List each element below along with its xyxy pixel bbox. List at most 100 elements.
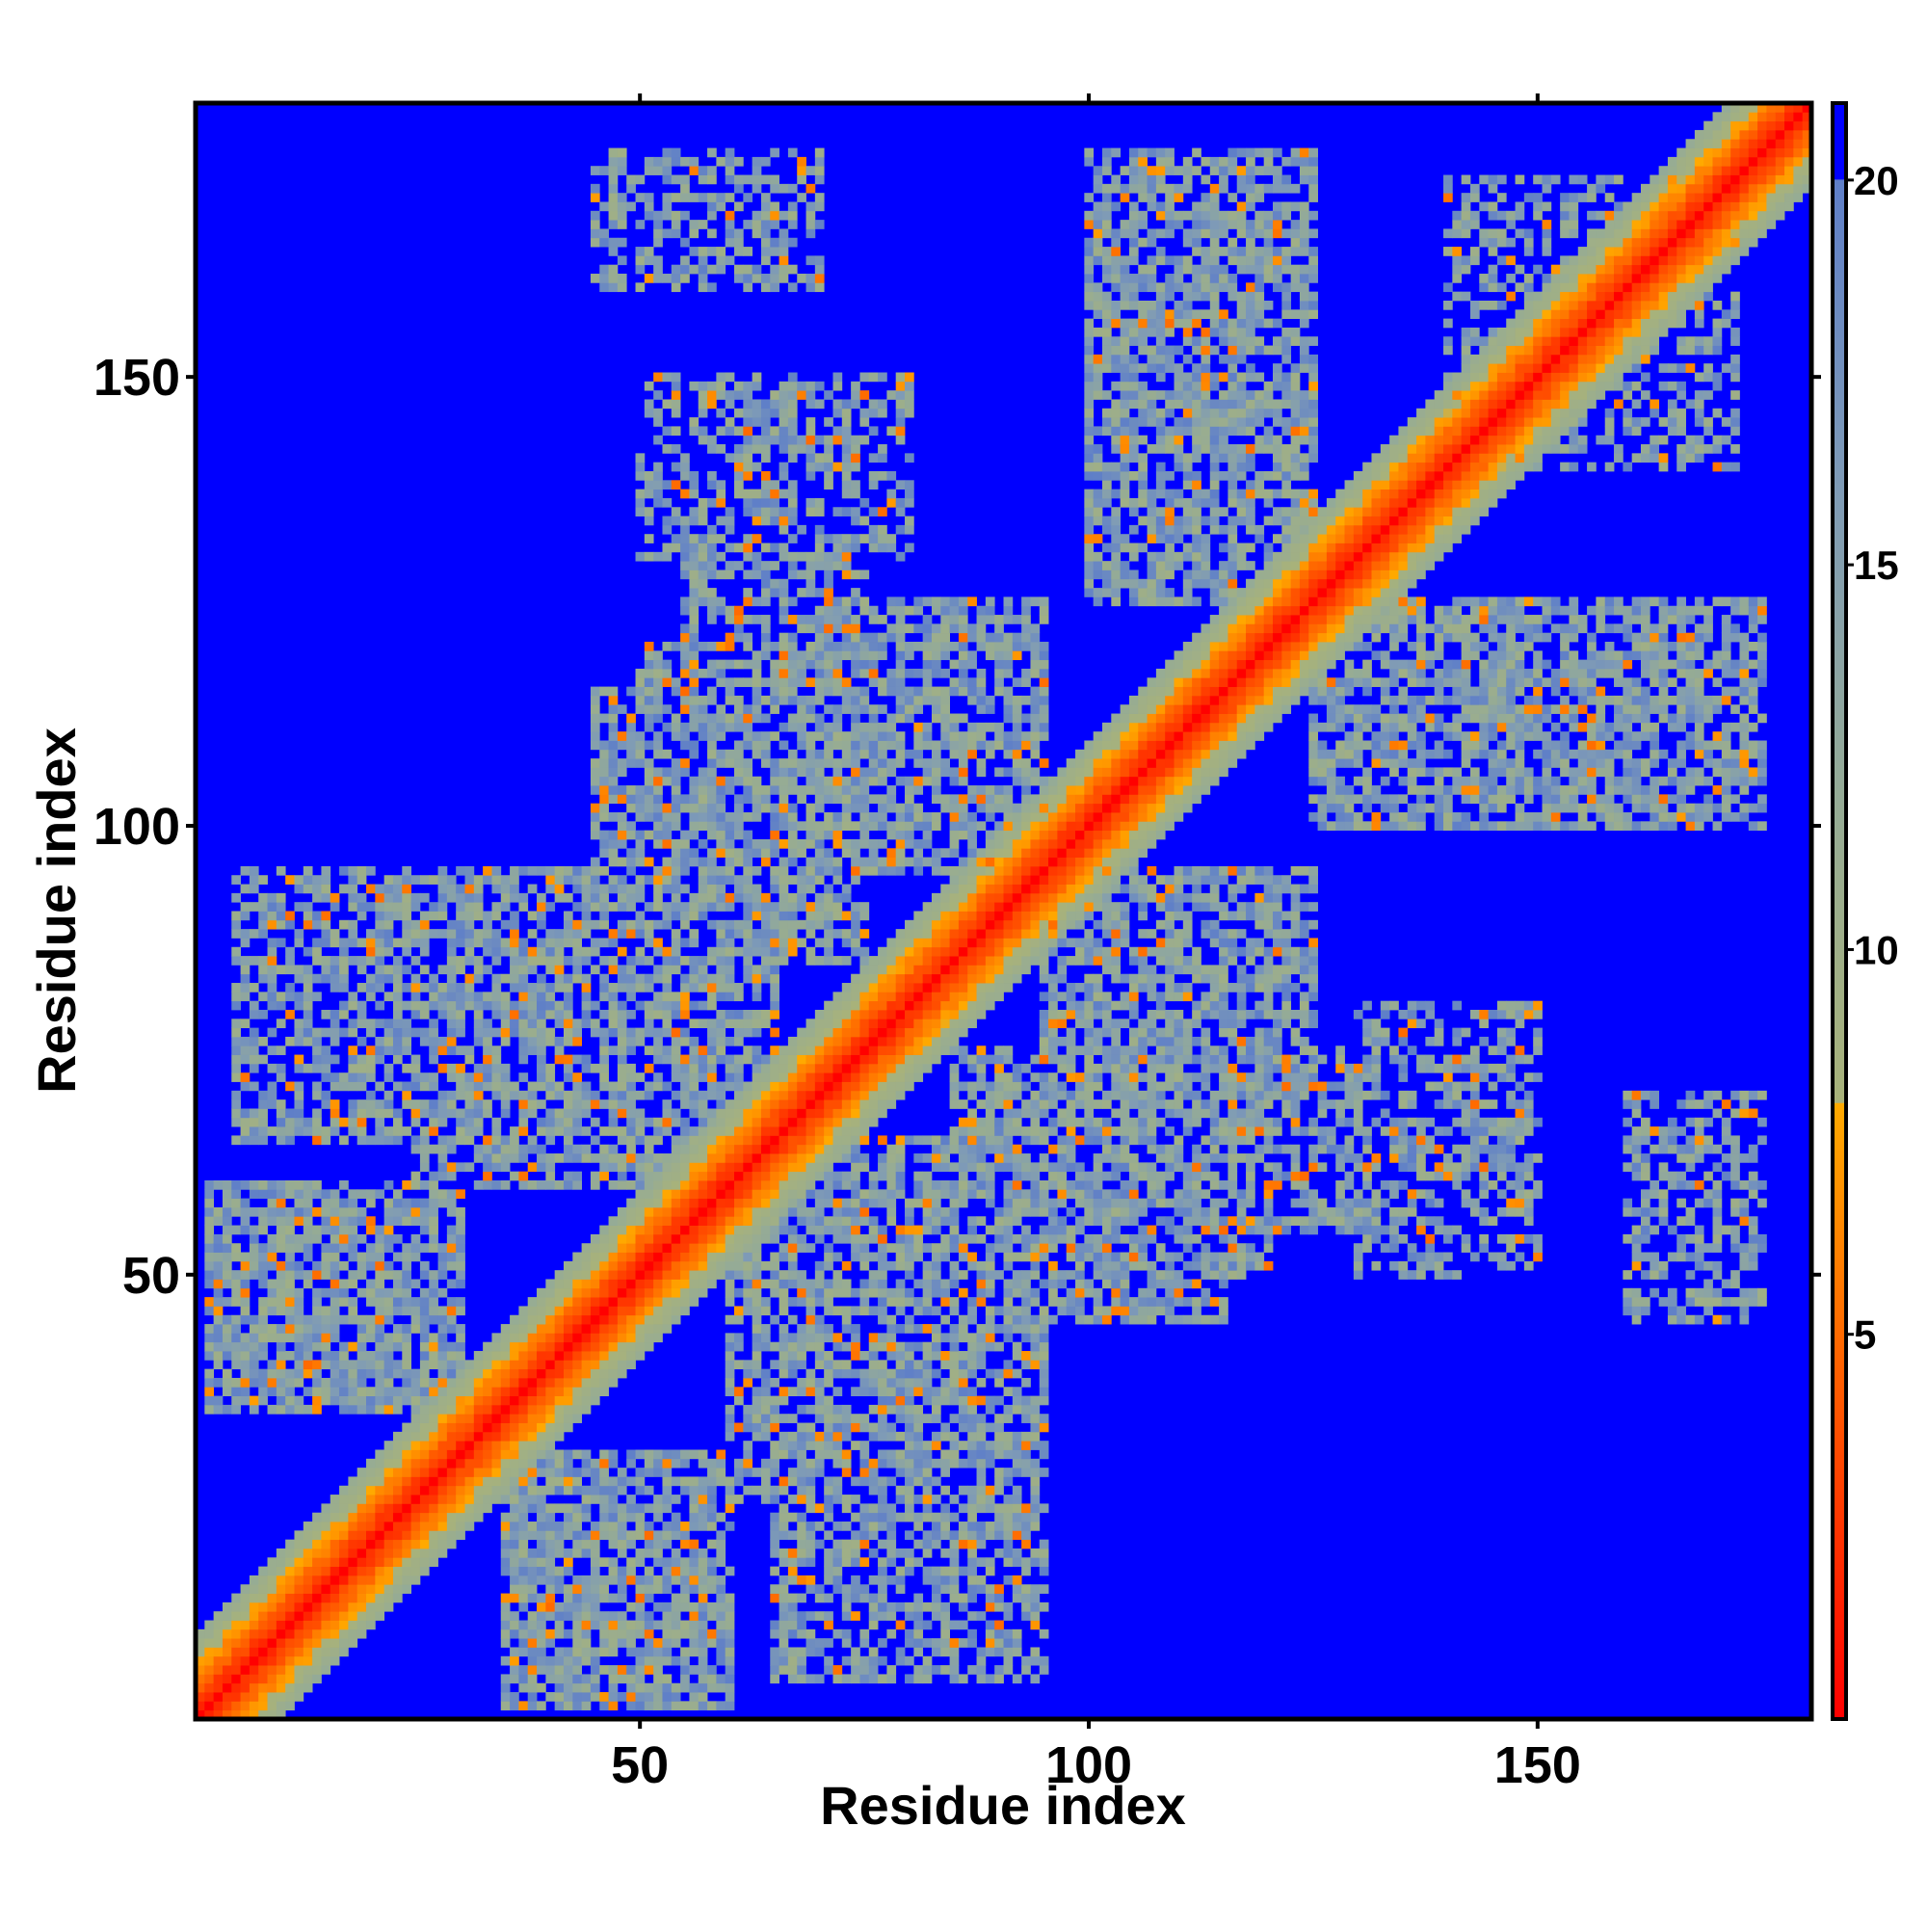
- heatmap-cell: [304, 1665, 313, 1675]
- heatmap-cell: [645, 480, 654, 490]
- heatmap-cell: [402, 893, 411, 903]
- heatmap-cell: [761, 696, 771, 705]
- heatmap-cell: [636, 974, 646, 984]
- heatmap-cell: [501, 1567, 511, 1576]
- heatmap-cell: [294, 885, 304, 894]
- heatmap-cell: [241, 1611, 251, 1621]
- heatmap-cell: [366, 956, 376, 966]
- heatmap-cell: [294, 1575, 304, 1585]
- heatmap-cell: [726, 1216, 735, 1226]
- heatmap-cell: [716, 1450, 726, 1460]
- heatmap-cell: [653, 812, 663, 822]
- heatmap-cell: [609, 1486, 619, 1495]
- heatmap-cell: [752, 992, 762, 1001]
- heatmap-cell: [761, 1189, 771, 1199]
- heatmap-cell: [518, 956, 528, 966]
- heatmap-cell: [231, 1629, 241, 1639]
- heatmap-cell: [653, 228, 663, 238]
- heatmap-cell: [564, 938, 573, 947]
- heatmap-cell: [518, 1486, 528, 1495]
- heatmap-cell: [707, 1126, 717, 1136]
- heatmap-cell: [707, 1207, 717, 1217]
- heatmap-cell: [770, 848, 779, 858]
- heatmap-cell: [204, 1342, 214, 1352]
- heatmap-cell: [680, 1243, 690, 1253]
- heatmap-cell: [636, 1557, 646, 1567]
- heatmap-cell: [537, 992, 546, 1001]
- heatmap-cell: [752, 1019, 762, 1028]
- heatmap-cell: [770, 1342, 779, 1352]
- heatmap-cell: [241, 902, 251, 912]
- heatmap-cell: [726, 561, 735, 570]
- heatmap-cell: [699, 1584, 708, 1594]
- heatmap-cell: [752, 885, 762, 894]
- heatmap-cell: [501, 1611, 511, 1621]
- heatmap-cell: [483, 1028, 492, 1038]
- heatmap-cell: [770, 1360, 779, 1369]
- heatmap-cell: [582, 1530, 592, 1540]
- heatmap-cell: [312, 1288, 322, 1298]
- heatmap-cell: [456, 1387, 465, 1396]
- heatmap-cell: [743, 1288, 752, 1298]
- heatmap-cell: [726, 1126, 735, 1136]
- heatmap-cell: [474, 893, 484, 903]
- heatmap-cell: [572, 1270, 582, 1280]
- heatmap-cell: [258, 1010, 268, 1019]
- heatmap-cell: [277, 1342, 286, 1352]
- heatmap-cell: [250, 1045, 259, 1055]
- heatmap-cell: [223, 1270, 232, 1280]
- heatmap-cell: [582, 956, 592, 966]
- heatmap-cell: [268, 912, 277, 921]
- heatmap-cell: [726, 1495, 735, 1504]
- heatmap-cell: [366, 1099, 376, 1109]
- heatmap-cell: [680, 525, 690, 535]
- heatmap-cell: [680, 974, 690, 984]
- heatmap-cell: [384, 1405, 394, 1415]
- heatmap-cell: [447, 1135, 457, 1145]
- heatmap-cell: [699, 1243, 708, 1253]
- heatmap-cell: [456, 1450, 465, 1460]
- heatmap-cell: [518, 1503, 528, 1513]
- heatmap-cell: [277, 1099, 286, 1109]
- heatmap-cell: [752, 1028, 762, 1038]
- heatmap-cell: [645, 758, 654, 768]
- heatmap-cell: [438, 1172, 448, 1181]
- heatmap-cell: [537, 1647, 546, 1656]
- heatmap-cell: [653, 804, 663, 813]
- heatmap-cell: [779, 1351, 789, 1361]
- heatmap-cell: [662, 274, 672, 283]
- heatmap-cell: [662, 1226, 672, 1235]
- heatmap-cell: [518, 1118, 528, 1127]
- heatmap-cell: [626, 992, 636, 1001]
- heatmap-cell: [689, 1199, 699, 1208]
- heatmap-cell: [797, 1270, 806, 1280]
- heatmap-cell: [788, 1055, 798, 1065]
- heatmap-cell: [716, 794, 726, 804]
- heatmap-cell: [734, 1396, 744, 1406]
- heatmap-cell: [591, 1530, 600, 1540]
- heatmap-cell: [726, 1108, 735, 1118]
- heatmap-cell: [626, 1647, 636, 1656]
- heatmap-cell: [572, 1602, 582, 1612]
- heatmap-cell: [653, 1450, 663, 1460]
- heatmap-cell: [420, 1288, 430, 1298]
- heatmap-cell: [672, 1145, 681, 1154]
- heatmap-cell: [510, 1548, 519, 1558]
- heatmap-cell: [599, 1378, 609, 1388]
- heatmap-cell: [689, 543, 699, 553]
- heatmap-cell: [716, 1621, 726, 1630]
- heatmap-cell: [420, 1207, 430, 1217]
- heatmap-cell: [402, 1333, 411, 1342]
- heatmap-cell: [618, 238, 627, 248]
- heatmap-cell: [626, 1495, 636, 1504]
- heatmap-cell: [420, 1099, 430, 1109]
- heatmap-cell: [268, 1594, 277, 1603]
- heatmap-cell: [716, 1126, 726, 1136]
- heatmap-cell: [268, 893, 277, 903]
- heatmap-cell: [770, 1091, 779, 1100]
- heatmap-cell: [609, 1099, 619, 1109]
- heatmap-cell: [716, 1108, 726, 1118]
- heatmap-cell: [304, 1253, 313, 1262]
- heatmap-cell: [626, 1629, 636, 1639]
- heatmap-cell: [214, 1378, 224, 1388]
